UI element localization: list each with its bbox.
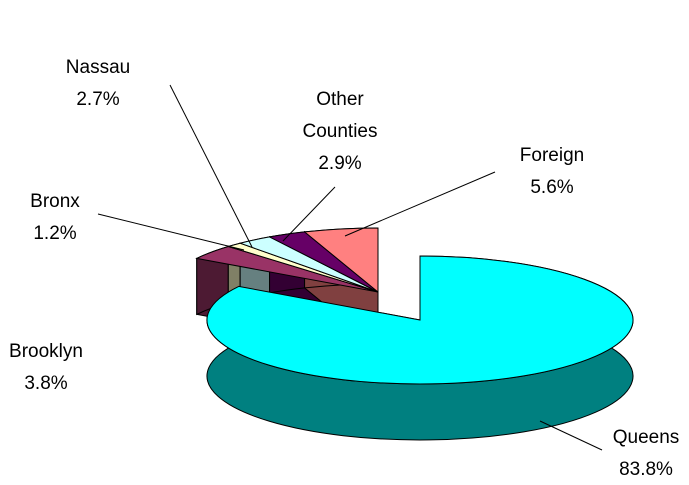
value-label: 2.9% — [318, 153, 362, 174]
leader-line — [344, 171, 496, 237]
category-label: Brooklyn — [9, 341, 83, 362]
category-label: Other Counties — [302, 89, 378, 142]
slice-top — [303, 227, 379, 294]
leader-line — [97, 213, 245, 251]
leader-line — [282, 186, 336, 242]
slice-label: Brooklyn 3.8% — [0, 336, 92, 400]
slice-tops — [195, 227, 634, 385]
category-label: Bronx — [30, 191, 80, 212]
leader-line — [539, 420, 603, 451]
value-label: 5.6% — [530, 177, 574, 198]
leader-line — [169, 84, 253, 248]
slice-label: Bronx 1.2% — [10, 186, 100, 250]
slice-label: Nassau 2.7% — [60, 52, 136, 116]
value-label: 83.8% — [619, 459, 673, 480]
category-label: Foreign — [519, 145, 585, 166]
slice-label: Foreign 5.6% — [500, 140, 604, 204]
value-label: 3.8% — [24, 373, 68, 394]
value-label: 1.2% — [33, 223, 77, 244]
slice-label: Other Counties 2.9% — [290, 84, 390, 180]
slice-top — [206, 255, 634, 385]
slice-label: Queens 83.8% — [600, 422, 689, 485]
value-label: 2.7% — [76, 89, 120, 110]
category-label: Nassau — [65, 57, 131, 78]
category-label: Queens — [612, 427, 680, 448]
